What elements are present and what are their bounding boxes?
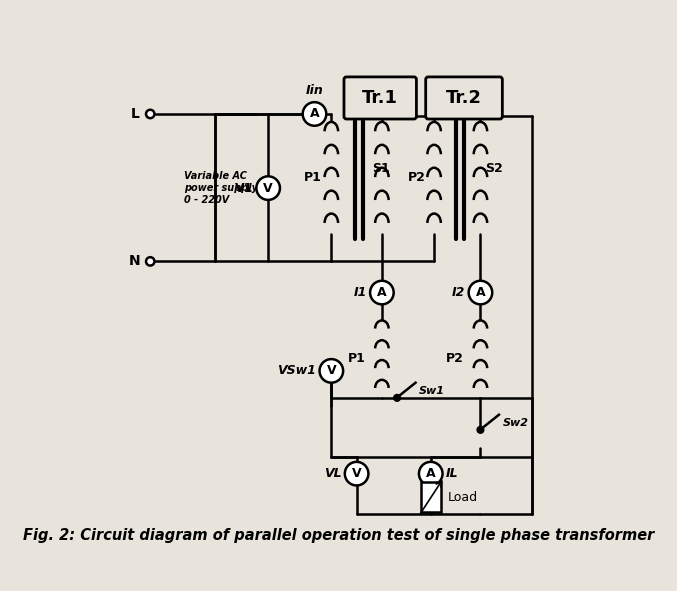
Circle shape	[345, 462, 368, 485]
Circle shape	[146, 257, 154, 265]
Text: Fig. 2: Circuit diagram of parallel operation test of single phase transformer: Fig. 2: Circuit diagram of parallel oper…	[23, 528, 654, 543]
FancyBboxPatch shape	[426, 77, 502, 119]
Circle shape	[468, 281, 492, 304]
Text: A: A	[476, 286, 485, 299]
Text: N: N	[129, 254, 140, 268]
Text: V1: V1	[235, 181, 253, 194]
Text: Load: Load	[447, 491, 478, 504]
Text: S2: S2	[485, 162, 502, 175]
Text: A: A	[377, 286, 387, 299]
Text: Variable AC
power supply
0 - 220V: Variable AC power supply 0 - 220V	[184, 171, 258, 204]
Text: P2: P2	[408, 171, 427, 184]
Text: V: V	[326, 365, 336, 378]
Text: P1: P1	[304, 171, 322, 184]
Text: Sw2: Sw2	[502, 418, 528, 428]
FancyBboxPatch shape	[344, 77, 416, 119]
Text: V: V	[352, 467, 362, 480]
Text: IL: IL	[446, 467, 458, 480]
Text: VL: VL	[324, 467, 341, 480]
Circle shape	[394, 394, 400, 401]
Text: P2: P2	[446, 352, 464, 365]
Text: L: L	[131, 107, 140, 121]
Text: V: V	[263, 181, 273, 194]
Text: I1: I1	[353, 286, 367, 299]
Text: S1: S1	[372, 162, 389, 175]
Circle shape	[303, 102, 326, 126]
Text: I2: I2	[452, 286, 465, 299]
Text: Tr.1: Tr.1	[362, 89, 398, 107]
Text: Iin: Iin	[305, 84, 324, 97]
Text: Sw1: Sw1	[419, 386, 445, 396]
Circle shape	[146, 110, 154, 118]
Circle shape	[370, 281, 394, 304]
Circle shape	[257, 176, 280, 200]
Text: VSw1: VSw1	[278, 365, 316, 378]
Bar	[420, 482, 441, 512]
Text: A: A	[309, 108, 320, 121]
Text: P1: P1	[348, 352, 366, 365]
Text: A: A	[426, 467, 435, 480]
Text: Tr.2: Tr.2	[446, 89, 482, 107]
Circle shape	[419, 462, 443, 485]
Circle shape	[320, 359, 343, 383]
Circle shape	[477, 427, 484, 433]
